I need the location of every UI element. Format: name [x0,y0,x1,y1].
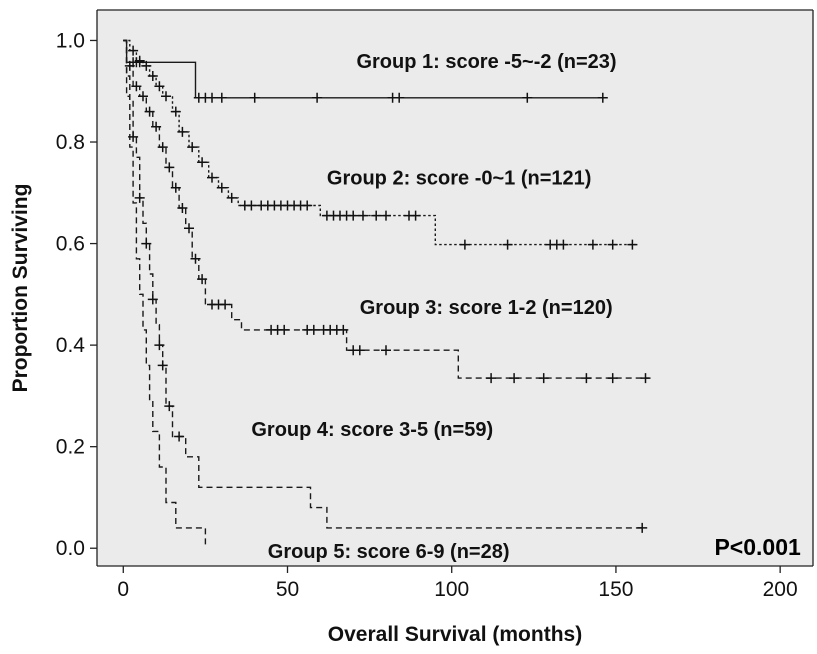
censor-mark-group-2 [348,210,359,221]
x-axis-ticks: 0 50 100 150 200 [117,566,798,601]
survival-curve-group-3 [123,39,649,379]
censor-mark-group-3 [640,373,651,384]
censor-mark-group-2 [381,210,391,221]
censor-mark-group-2 [187,142,198,153]
censor-mark-group-2 [226,192,237,203]
censor-mark-group-3 [607,373,618,384]
censor-mark-group-2 [410,210,421,221]
censor-mark-group-3 [138,91,148,102]
censor-mark-group-2 [459,239,470,250]
censor-mark-group-3 [279,324,290,335]
y-tick-label: 1.0 [56,29,85,52]
y-tick-label: 0.8 [56,131,85,154]
censor-mark-group-1 [207,92,217,103]
censor-mark-group-1 [249,92,260,103]
censor-mark-group-3 [308,324,319,335]
censor-mark-group-4 [174,431,185,442]
group-label-3: Group 3: score 1-2 (n=120) [360,297,613,319]
censor-mark-group-3 [197,274,208,285]
censor-mark-group-3 [220,299,231,310]
x-tick-label: 50 [276,578,299,601]
censor-mark-group-3 [381,345,391,356]
plot-area [97,10,813,566]
censor-mark-group-3 [177,203,188,213]
censor-mark-group-3 [144,106,155,117]
x-tick-label: 0 [117,578,129,601]
group-label-5: Group 5: score 6-9 (n=28) [268,541,510,563]
censor-mark-group-3 [509,373,520,384]
curve-annotations: Group 1: score -5~-2 (n=23) Group 2: scor… [251,51,801,563]
y-tick-label: 0.2 [56,436,85,459]
censor-marks [124,45,651,533]
censor-mark-group-3 [170,182,181,193]
y-tick-label: 0.0 [56,537,85,560]
y-axis-title: Proportion Surviving [9,184,32,393]
censor-mark-group-2 [177,126,188,137]
censor-mark-group-4 [141,238,152,249]
censor-mark-group-2 [141,60,152,71]
censor-mark-group-2 [147,71,158,81]
censor-mark-group-3 [190,253,201,264]
censor-mark-group-2 [502,239,513,250]
censor-mark-group-2 [371,210,382,221]
censor-mark-group-2 [607,239,618,250]
censor-mark-group-2 [587,239,598,250]
censor-mark-group-3 [124,60,135,71]
censor-mark-group-2 [246,200,257,211]
censor-mark-group-4 [128,131,139,142]
censor-mark-group-2 [128,45,139,56]
group-label-4: Group 4: score 3-5 (n=59) [251,419,493,441]
censor-mark-group-4 [157,360,168,371]
censor-mark-group-3 [538,373,549,384]
censor-mark-group-2 [161,91,171,102]
y-axis-ticks: 0.0 0.2 0.4 0.6 0.8 1.0 [56,29,97,560]
censor-mark-group-4 [164,401,175,412]
censor-mark-group-4 [154,340,165,351]
censor-mark-group-1 [597,92,608,103]
censor-mark-group-3 [354,345,365,356]
censor-mark-group-3 [338,324,349,335]
censor-mark-group-3 [581,373,592,384]
censor-mark-group-2 [207,172,217,183]
censor-mark-group-1 [216,92,227,103]
censor-mark-group-3 [184,223,194,234]
x-tick-label: 100 [434,578,469,601]
censor-mark-group-2 [154,81,165,92]
censor-mark-group-2 [170,106,181,117]
censor-mark-group-2 [216,182,227,193]
censor-mark-group-2 [558,239,569,250]
y-tick-label: 0.6 [56,233,85,256]
x-tick-label: 200 [763,578,798,601]
y-tick-label: 0.4 [56,334,86,357]
censor-mark-group-1 [312,92,323,103]
group-label-2: Group 2: score -0~1 (n=121) [327,168,592,190]
censor-mark-group-3 [486,373,497,384]
censor-mark-group-3 [157,142,168,153]
censor-mark-group-4 [637,522,648,533]
x-tick-label: 150 [598,578,633,601]
censor-mark-group-3 [151,121,162,132]
censor-mark-group-2 [197,157,208,168]
p-value-label: P<0.001 [714,534,801,560]
censor-mark-group-2 [627,239,638,250]
censor-mark-group-2 [302,200,313,211]
censor-mark-group-1 [394,92,405,103]
censor-mark-group-2 [134,55,145,66]
censor-mark-group-3 [131,81,142,92]
censor-mark-group-4 [134,192,145,203]
censor-mark-group-3 [164,162,175,173]
x-axis-title: Overall Survival (months) [328,623,582,646]
group-label-1: Group 1: score -5~-2 (n=23) [356,51,616,73]
censor-mark-group-1 [522,92,533,103]
survival-curve-group-5 [123,39,207,549]
censor-mark-group-2 [358,210,368,221]
censor-mark-group-4 [147,294,158,305]
